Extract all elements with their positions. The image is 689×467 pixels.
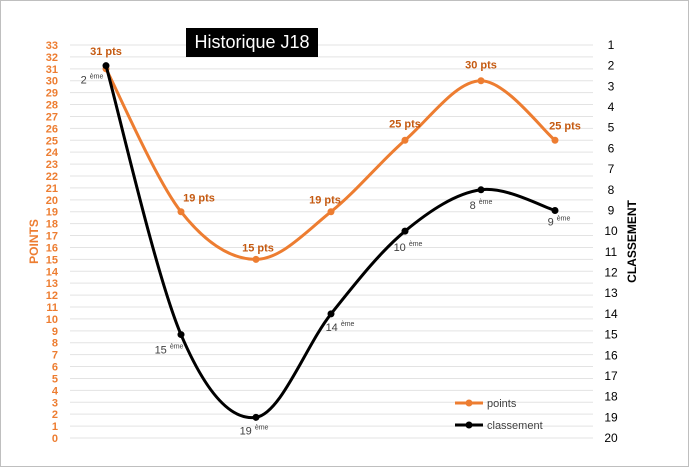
left-axis-tick-label: 26 [46,123,58,135]
left-axis-tick-label: 11 [46,302,58,314]
right-axis-tick-label: 10 [604,224,618,238]
points-data-label: 30 pts [465,60,497,72]
legend-swatch-marker [465,421,473,429]
right-axis-tick-label: 3 [608,79,615,93]
left-axis-tick-label: 28 [46,100,58,112]
points-data-label: 31 pts [90,46,122,58]
left-axis-tick-label: 32 [46,52,58,64]
left-axis-tick-label: 13 [46,278,58,290]
classement-marker [102,62,110,70]
right-axis-tick-label: 19 [604,410,618,424]
right-axis-tick-label: 4 [608,100,615,114]
left-axis-title: POINTS [27,219,41,264]
right-axis-tick-label: 8 [608,183,615,197]
left-axis-tick-label: 12 [46,290,58,302]
points-marker [551,136,559,144]
classement-data-label: 8 ème [470,199,493,212]
classement-marker [401,227,409,235]
left-axis-tick-label: 9 [52,326,58,338]
classement-marker [177,331,185,339]
right-axis-tick-label: 16 [604,348,618,362]
left-axis-tick-label: 8 [52,338,58,350]
left-axis-tick-label: 10 [46,314,58,326]
left-axis-tick-label: 31 [46,64,58,76]
right-axis-tick-label: 13 [604,286,618,300]
classement-marker [252,413,260,421]
legend-label: classement [487,420,543,432]
right-axis-tick-label: 15 [604,328,618,342]
left-axis-tick-label: 22 [46,171,58,183]
classement-data-label: 10 ème [394,241,423,254]
left-axis-tick-label: 21 [46,183,58,195]
right-axis-tick-label: 12 [604,266,618,280]
left-axis-tick-label: 16 [46,242,58,254]
right-axis-tick-label: 17 [604,369,618,383]
right-axis-tick-label: 5 [608,121,615,135]
points-marker [477,77,485,85]
left-axis-tick-label: 33 [46,40,58,52]
points-data-label: 19 pts [183,193,215,205]
points-data-label: 25 pts [389,118,421,130]
classement-data-label: 9 ème [548,215,571,228]
left-axis-tick-label: 4 [52,385,59,397]
right-axis-tick-label: 14 [604,307,618,321]
chart-title-box: Historique J18 [186,28,318,57]
left-axis-tick-label: 30 [46,76,58,88]
right-axis-tick-label: 20 [604,431,618,445]
classement-data-label: 2 ème [81,74,104,87]
points-marker [177,208,185,216]
series-classement-line [104,65,556,420]
right-axis-tick-label: 2 [608,59,615,73]
right-axis-tick-label: 7 [608,162,615,176]
left-axis-tick-label: 18 [46,219,58,231]
right-axis-tick-label: 6 [608,141,615,155]
left-axis-tick-label: 24 [46,147,59,159]
classement-marker [551,206,559,214]
classement-marker [327,310,335,318]
chart-title: Historique J18 [194,32,310,52]
left-axis-tick-label: 15 [46,254,58,266]
left-axis-tick-label: 3 [52,397,58,409]
points-marker [327,208,335,216]
left-axis-tick-label: 14 [46,266,59,278]
left-axis-tick-label: 23 [46,159,58,171]
left-axis-tick-label: 6 [52,362,58,374]
left-axis-tick-label: 2 [52,409,58,421]
legend-label: points [487,398,517,410]
left-axis-tick-label: 17 [46,231,58,243]
classement-marker [477,186,485,194]
points-marker [401,136,409,144]
left-axis-tick-label: 0 [52,433,58,445]
left-axis-tick-label: 20 [46,195,58,207]
classement-data-label: 14 ème [326,321,355,334]
points-data-label: 15 pts [242,242,274,254]
left-axis-tick-label: 19 [46,207,58,219]
legend-swatch-marker [465,399,473,407]
right-axis-tick-label: 18 [604,390,618,404]
left-axis-tick-label: 25 [46,135,58,147]
points-marker [252,255,260,263]
right-axis-tick-label: 1 [608,38,615,52]
right-axis-title: CLASSEMENT [625,199,639,282]
left-axis-tick-label: 27 [46,111,58,123]
points-data-label: 25 pts [549,120,581,132]
points-data-label: 19 pts [309,195,341,207]
classement-data-label: 19 ème [240,424,269,437]
left-axis-tick-label: 1 [52,421,58,433]
left-axis-tick-label: 7 [52,350,58,362]
right-axis-tick-label: 11 [605,245,618,259]
left-axis-tick-label: 29 [46,88,58,100]
left-axis-tick-label: 5 [52,373,58,385]
right-axis-tick-label: 9 [608,203,615,217]
